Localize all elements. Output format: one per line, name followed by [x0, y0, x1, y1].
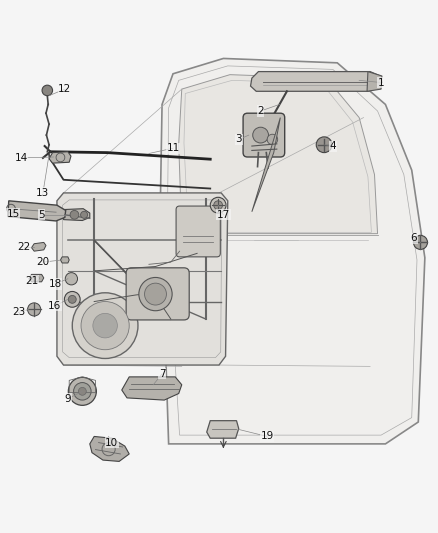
Polygon shape — [64, 209, 90, 221]
Text: 12: 12 — [58, 84, 71, 94]
Circle shape — [68, 377, 96, 405]
Circle shape — [28, 303, 41, 316]
Text: 7: 7 — [159, 369, 166, 379]
Text: 5: 5 — [38, 210, 45, 220]
Polygon shape — [49, 152, 71, 163]
Polygon shape — [32, 243, 46, 251]
Text: 18: 18 — [49, 279, 62, 289]
Text: 1: 1 — [378, 77, 385, 87]
Polygon shape — [90, 437, 129, 462]
Text: 6: 6 — [410, 233, 417, 243]
Circle shape — [413, 236, 427, 249]
FancyBboxPatch shape — [126, 268, 189, 320]
Circle shape — [267, 134, 278, 145]
Circle shape — [72, 293, 138, 359]
Polygon shape — [252, 118, 280, 212]
Polygon shape — [160, 59, 425, 444]
Circle shape — [81, 211, 88, 219]
Text: 16: 16 — [48, 301, 61, 311]
Text: 14: 14 — [14, 153, 28, 163]
Text: 22: 22 — [18, 242, 31, 252]
Circle shape — [65, 273, 78, 285]
Circle shape — [70, 211, 79, 219]
Circle shape — [64, 292, 80, 307]
Text: 3: 3 — [235, 134, 242, 144]
Polygon shape — [29, 274, 44, 282]
Text: 15: 15 — [7, 209, 20, 219]
Circle shape — [214, 201, 223, 209]
Text: 13: 13 — [36, 188, 49, 198]
Circle shape — [139, 278, 172, 311]
Text: 11: 11 — [166, 143, 180, 154]
Polygon shape — [57, 193, 228, 365]
FancyBboxPatch shape — [176, 206, 220, 257]
Text: 20: 20 — [36, 257, 49, 267]
Text: 4: 4 — [329, 141, 336, 151]
Polygon shape — [207, 421, 239, 438]
Text: 9: 9 — [64, 394, 71, 404]
Circle shape — [74, 383, 91, 400]
Circle shape — [316, 137, 332, 152]
Circle shape — [81, 302, 129, 350]
Polygon shape — [122, 377, 182, 400]
Polygon shape — [367, 71, 382, 91]
Text: 17: 17 — [217, 210, 230, 220]
Polygon shape — [251, 71, 382, 91]
Text: 19: 19 — [261, 431, 274, 441]
Text: 21: 21 — [25, 276, 38, 286]
Text: 23: 23 — [12, 308, 25, 318]
Polygon shape — [179, 75, 378, 233]
Polygon shape — [60, 257, 69, 263]
Polygon shape — [8, 201, 66, 221]
Circle shape — [93, 313, 117, 338]
Text: 2: 2 — [257, 106, 264, 116]
Text: 10: 10 — [105, 438, 118, 448]
Circle shape — [78, 387, 86, 395]
Circle shape — [210, 197, 226, 213]
FancyBboxPatch shape — [243, 113, 285, 157]
Circle shape — [253, 127, 268, 143]
Circle shape — [145, 283, 166, 305]
Circle shape — [68, 295, 76, 303]
Circle shape — [42, 85, 53, 96]
